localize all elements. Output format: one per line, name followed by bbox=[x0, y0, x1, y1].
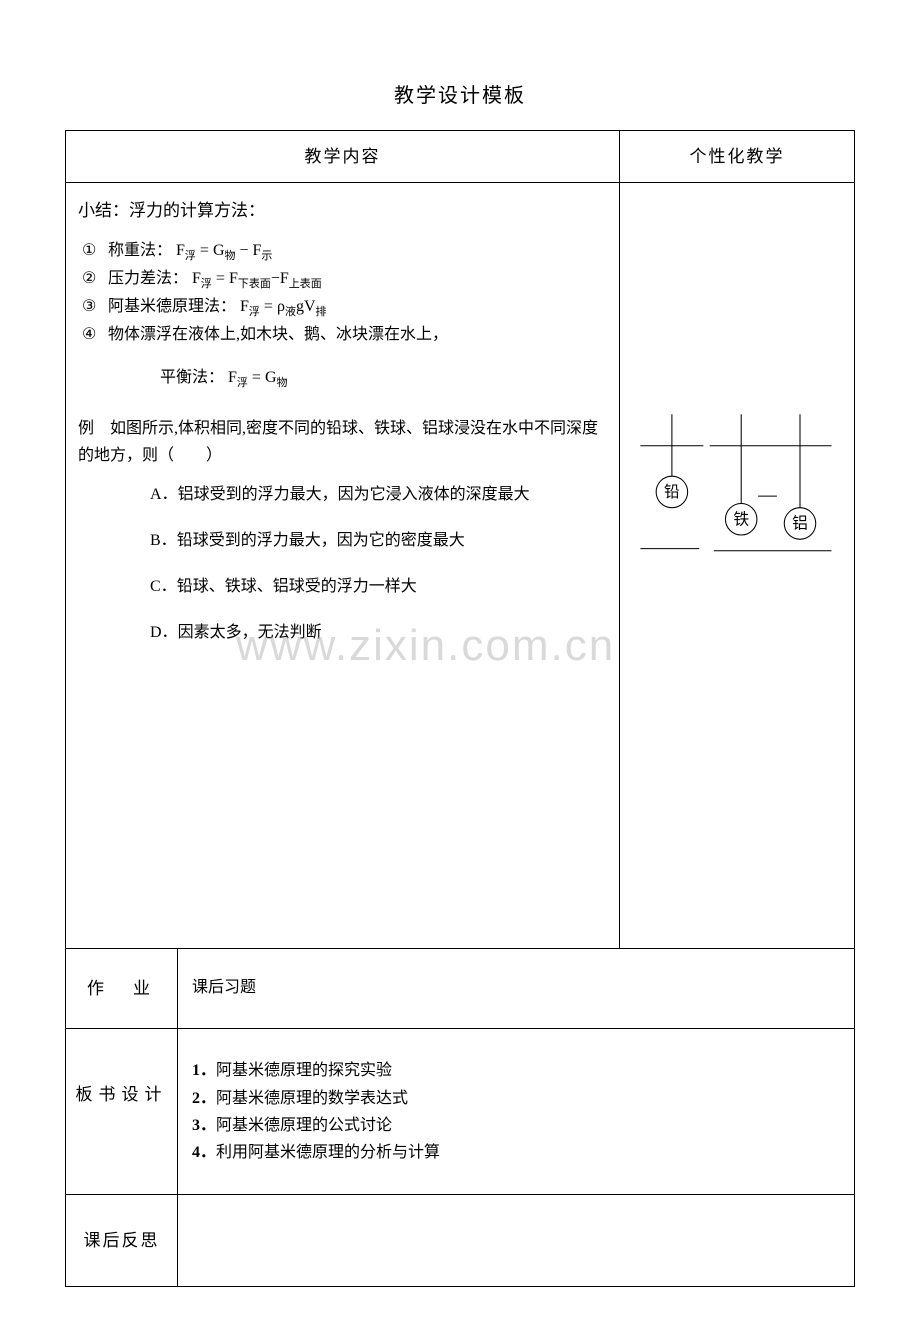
method-num-2: ② bbox=[82, 266, 104, 292]
header-main: 教学内容 bbox=[66, 131, 620, 183]
example-options: A．铝球受到的浮力最大，因为它浸入液体的深度最大 B．铅球受到的浮力最大，因为它… bbox=[78, 483, 609, 645]
side-content-cell: 铅 铁 铝 bbox=[620, 183, 855, 949]
method-name-4: 物体漂浮在液体上,如木块、鹅、冰块漂在水上， bbox=[108, 326, 448, 343]
method-list: ① 称重法： F浮 = G物 − F示 ② 压力差法： F浮 = F下表面−F上… bbox=[78, 238, 609, 347]
method-name-1: 称重法： bbox=[108, 242, 172, 259]
method-item-4: ④ 物体漂浮在液体上,如木块、鹅、冰块漂在水上， bbox=[82, 322, 609, 348]
formula-3: F浮 = ρ液gV排 bbox=[240, 298, 326, 315]
method-num-3: ③ bbox=[82, 294, 104, 320]
board-content: 1．阿基米德原理的探究实验 2．阿基米德原理的数学表达式 3．阿基米德原理的公式… bbox=[178, 1029, 855, 1195]
example-intro: 例 如图所示,体积相同,密度不同的铅球、铁球、铝球浸没在水中不同深度的地方，则（… bbox=[78, 415, 609, 469]
board-item-2: 2．阿基米德原理的数学表达式 bbox=[192, 1085, 840, 1112]
balls-diagram: 铅 铁 铝 bbox=[632, 403, 842, 583]
header-side: 个性化教学 bbox=[620, 131, 855, 183]
table-header-row: 教学内容 个性化教学 bbox=[66, 131, 855, 183]
balance-formula: F浮 = G物 bbox=[228, 369, 287, 386]
method-item-1: ① 称重法： F浮 = G物 − F示 bbox=[82, 238, 609, 266]
diagram-svg: 铅 铁 铝 bbox=[632, 403, 842, 583]
method-item-2: ② 压力差法： F浮 = F下表面−F上表面 bbox=[82, 266, 609, 294]
option-d: D．因素太多，无法判断 bbox=[150, 621, 609, 645]
page-title: 教学设计模板 bbox=[65, 80, 855, 112]
reflect-row: 课后反思 bbox=[66, 1195, 855, 1287]
option-b: B．铅球受到的浮力最大，因为它的密度最大 bbox=[150, 529, 609, 553]
method-item-3: ③ 阿基米德原理法： F浮 = ρ液gV排 bbox=[82, 294, 609, 322]
main-table: 教学内容 个性化教学 小结：浮力的计算方法： ① 称重法： F浮 = G物 − … bbox=[65, 130, 855, 1287]
board-item-4: 4．利用阿基米德原理的分析与计算 bbox=[192, 1139, 840, 1166]
board-item-3: 3．阿基米德原理的公式讨论 bbox=[192, 1112, 840, 1139]
board-label: 板书设计 bbox=[66, 1029, 178, 1195]
option-c: C．铅球、铁球、铝球受的浮力一样大 bbox=[150, 575, 609, 599]
label-iron: 铁 bbox=[733, 511, 749, 529]
homework-label: 作 业 bbox=[66, 949, 178, 1029]
board-row: 板书设计 1．阿基米德原理的探究实验 2．阿基米德原理的数学表达式 3．阿基米德… bbox=[66, 1029, 855, 1195]
formula-1: F浮 = G物 − F示 bbox=[176, 242, 272, 259]
label-lead: 铅 bbox=[664, 483, 680, 501]
reflect-label: 课后反思 bbox=[66, 1195, 178, 1287]
label-aluminum: 铝 bbox=[792, 515, 808, 533]
homework-content: 课后习题 bbox=[178, 949, 855, 1029]
example-prefix: 例 bbox=[78, 420, 94, 437]
main-content-cell: 小结：浮力的计算方法： ① 称重法： F浮 = G物 − F示 ② 压力差法： … bbox=[66, 183, 620, 949]
homework-row: 作 业 课后习题 bbox=[66, 949, 855, 1029]
option-a: A．铝球受到的浮力最大，因为它浸入液体的深度最大 bbox=[150, 483, 609, 507]
content-row: 小结：浮力的计算方法： ① 称重法： F浮 = G物 − F示 ② 压力差法： … bbox=[66, 183, 855, 949]
summary-title: 小结：浮力的计算方法： bbox=[78, 197, 609, 224]
formula-2: F浮 = F下表面−F上表面 bbox=[192, 270, 322, 287]
example-text: 如图所示,体积相同,密度不同的铅球、铁球、铝球浸没在水中不同深度的地方，则（ ） bbox=[78, 420, 598, 464]
board-item-1: 1．阿基米德原理的探究实验 bbox=[192, 1057, 840, 1084]
balance-label: 平衡法： bbox=[160, 369, 224, 386]
method-num-4: ④ bbox=[82, 322, 104, 348]
method-name-3: 阿基米德原理法： bbox=[108, 298, 236, 315]
method-name-2: 压力差法： bbox=[108, 270, 188, 287]
method-num-1: ① bbox=[82, 238, 104, 264]
balance-method: 平衡法： F浮 = G物 bbox=[78, 365, 609, 393]
reflect-content bbox=[178, 1195, 855, 1287]
